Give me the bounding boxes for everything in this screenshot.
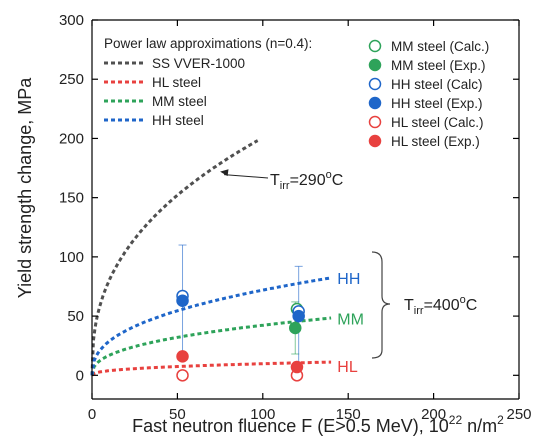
annotation-400-text: Tirr=400oC (404, 294, 477, 317)
annotation-arrowhead (220, 169, 229, 177)
x-axis-title-main: Fast neutron fluence F (E>0.5 MeV), 10 (132, 416, 449, 436)
annotation-tirr-290: Tirr=290oC (220, 169, 343, 192)
legend-marker (368, 96, 382, 110)
legend-marker-label: HH steel (Calc) (391, 77, 483, 92)
x-tick-label: 200 (421, 406, 446, 423)
y-tick-label: 250 (59, 71, 84, 88)
legend-marker (368, 58, 382, 72)
ticks: 0 50 100 150 200 250 0 50 100 150 200 250 300 (59, 12, 532, 423)
fit-line-1 (90, 360, 332, 377)
series-labels: HH MM HL (337, 271, 364, 376)
y-tick-label: 0 (76, 367, 84, 384)
legend-marker-label: HH steel (Exp.) (391, 96, 483, 111)
legend-marker (368, 77, 382, 91)
bracket (371, 251, 391, 359)
data-point-5 (290, 360, 304, 374)
data-point-1 (289, 321, 302, 335)
annotation-290-sup: o (326, 169, 332, 181)
x-tick-label: 100 (250, 406, 275, 423)
series-label: HH (337, 271, 360, 288)
legend-line-label: SS VVER-1000 (152, 56, 245, 71)
legend-marker-label: HL steel (Calc.) (391, 115, 484, 130)
series-label: MM (337, 311, 364, 328)
annotation-400-suffix: C (466, 297, 478, 314)
legend-marker (368, 115, 382, 129)
fit-lines (90, 139, 332, 377)
legend-marker (368, 134, 382, 148)
x-axis-title: Fast neutron fluence F (E>0.5 MeV), 1022… (132, 413, 504, 436)
annotation-400-value: =400 (424, 297, 460, 314)
y-tick-label: 100 (59, 249, 84, 266)
legend-right: MM steel (Calc.) MM steel (Exp.) HH steel … (368, 39, 489, 149)
y-tick-label: 50 (67, 308, 84, 325)
annotation-290-sub: irr (280, 180, 290, 192)
legend-marker-label: MM steel (Calc.) (391, 39, 489, 54)
annotation-400-sub: irr (414, 305, 424, 317)
legend-marker-label: MM steel (Exp.) (391, 58, 486, 73)
axes (91, 19, 520, 400)
y-tick-label: 200 (59, 130, 84, 147)
annotation-400-prefix: T (404, 297, 414, 314)
x-axis-title-suffix: n/m (462, 416, 497, 436)
annotation-290-value: =290 (290, 172, 326, 189)
legend-left-title: Power law approximations (n=0.4): (104, 36, 312, 51)
annotation-arrow (224, 174, 269, 179)
legend-line-label: HH steel (152, 113, 204, 128)
annotation-290-prefix: T (270, 172, 280, 189)
fit-line-2 (90, 316, 332, 376)
x-tick-label: 250 (506, 406, 531, 423)
y-tick-label: 300 (59, 12, 84, 29)
legend-marker-label: HL steel (Exp.) (391, 134, 480, 149)
data-point-4 (176, 369, 189, 382)
legend-left: Power law approximations (n=0.4): SS VVE… (104, 36, 312, 128)
x-tick-label: 0 (88, 406, 96, 423)
x-axis-title-sup1: 22 (449, 413, 463, 427)
y-axis-title: Yield strength change, MPa (15, 77, 35, 298)
legend-line-label: HL steel (152, 75, 201, 90)
fit-line-0 (90, 139, 259, 376)
annotation-290-suffix: C (332, 172, 344, 189)
series-label: HL (337, 359, 358, 376)
fit-line-3 (90, 276, 332, 376)
legend-marker (368, 39, 382, 53)
data-points (176, 289, 305, 382)
y-tick-label: 150 (59, 190, 84, 207)
annotation-400-sup: o (460, 294, 466, 306)
data-point-3 (176, 294, 189, 307)
data-point-5 (176, 350, 189, 363)
data-point-3 (292, 309, 305, 323)
x-tick-label: 50 (169, 406, 186, 423)
x-axis-title-sup2: 2 (497, 413, 504, 427)
annotation-290-text: Tirr=290oC (270, 169, 343, 192)
legend-line-label: MM steel (152, 94, 207, 109)
x-tick-label: 150 (336, 406, 361, 423)
